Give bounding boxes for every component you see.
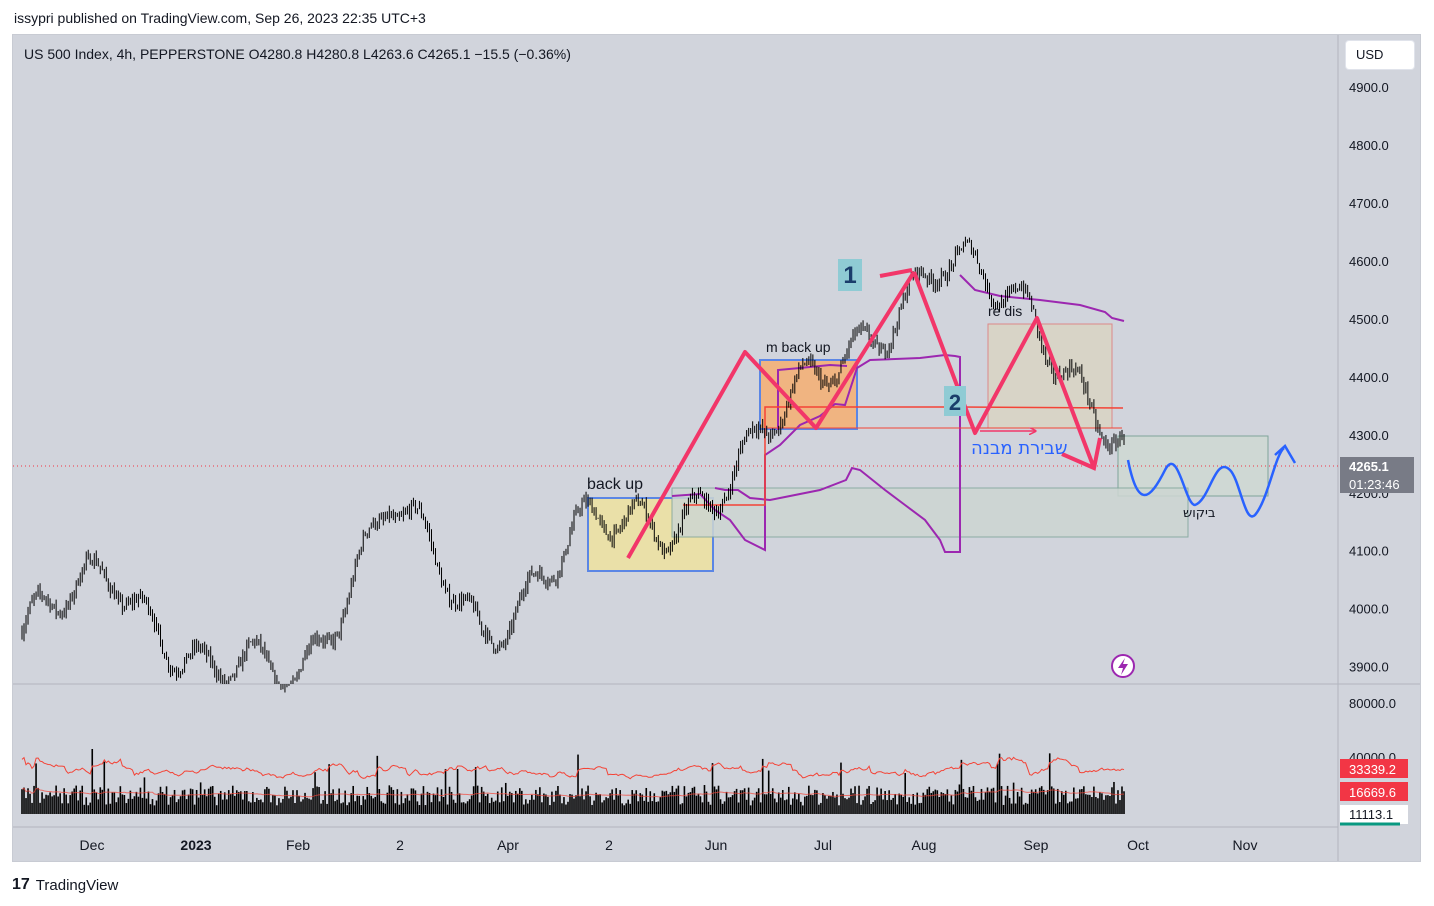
time-tick-label: Oct	[1127, 837, 1149, 853]
wave-1-box	[838, 259, 862, 291]
forecast-arrow-head	[1274, 444, 1297, 464]
structure-break-label: שבירת מבנה	[971, 438, 1068, 459]
back-up-label: back up	[587, 476, 643, 493]
upper-band-line	[959, 274, 1125, 322]
forecast-wave[interactable]	[1126, 447, 1285, 518]
time-tick-label: Dec	[80, 837, 105, 853]
volume-label-1: 33339.2	[1349, 762, 1396, 777]
volume-label-3: 11113.1	[1349, 807, 1393, 822]
time-tick-label: Feb	[286, 837, 310, 853]
time-tick-label: 2	[396, 837, 404, 853]
tradingview-logo-icon: 17	[12, 876, 30, 893]
m-back-up-label: m back up	[766, 339, 831, 355]
time-tick-label: Jul	[814, 837, 832, 853]
price-tick-label: 4900.0	[1349, 80, 1389, 95]
price-tick-label: 4700.0	[1349, 196, 1389, 211]
volume-ma-line	[21, 756, 1125, 780]
time-tick-label: 2	[605, 837, 613, 853]
volume-label-1-bg	[1340, 759, 1408, 778]
volume-ma-line-2	[21, 787, 1124, 798]
zigzag-wave-2[interactable]	[912, 271, 1096, 469]
time-tick-label: Nov	[1233, 837, 1258, 853]
price-tick-label: 4300.0	[1349, 428, 1389, 443]
price-tick-label: 4600.0	[1349, 254, 1389, 269]
zigzag-wave-1[interactable]	[626, 270, 916, 559]
tradingview-brand: TradingView	[35, 876, 119, 894]
re-dis-label: re dis	[988, 303, 1022, 319]
wave-2-box	[944, 386, 966, 416]
time-tick-label: Jun	[705, 837, 728, 853]
price-tick-label: 3900.0	[1349, 660, 1389, 675]
lightning-glyph	[1118, 658, 1128, 675]
volume-tick-top: 80000.0	[1349, 696, 1396, 711]
publisher-line: issypri published on TradingView.com, Se…	[14, 10, 426, 26]
time-tick-label: 2023	[180, 837, 211, 853]
wave-2-label: 2	[949, 390, 961, 415]
symbol-legend: US 500 Index, 4h, PEPPERSTONE O4280.8 H4…	[24, 46, 571, 62]
time-axis[interactable]: Dec 2023 Feb 2 Apr 2 Jun Jul Aug Sep Oct Nov	[80, 837, 1258, 853]
demand-zone[interactable]	[671, 487, 1189, 538]
volume-bars[interactable]	[21, 749, 1125, 814]
price-tick-label: 4400.0	[1349, 370, 1389, 385]
price-tick-label: 4000.0	[1349, 602, 1389, 617]
re-dis-zone[interactable]	[987, 323, 1113, 429]
wave-1-label: 1	[843, 262, 856, 289]
price-axis[interactable]: 4900.0 4800.0 4700.0 4600.0 4500.0 4400.0 4300…	[1349, 80, 1389, 674]
price-tick-label: 4100.0	[1349, 544, 1389, 559]
tradingview-logo[interactable]: 17 TradingView	[12, 876, 118, 894]
time-tick-label: Sep	[1024, 837, 1049, 853]
last-price-badge	[1340, 457, 1414, 493]
time-tick-label: Aug	[912, 837, 937, 853]
time-tick-label: Apr	[497, 837, 519, 853]
price-tick-label: 4800.0	[1349, 138, 1389, 153]
price-tick-label: 4500.0	[1349, 312, 1389, 327]
demand-label: ביקוש	[1183, 506, 1215, 521]
last-price-value: 4265.1	[1349, 459, 1389, 474]
volume-label-3-bg	[1340, 805, 1408, 824]
volume-label-2: 16669.6	[1349, 785, 1396, 800]
currency-button[interactable]: USD	[1345, 40, 1415, 70]
peak-arrow-head	[879, 268, 913, 278]
candlestick-series[interactable]	[21, 236, 1125, 693]
volume-label-2-bg	[1340, 782, 1408, 801]
down-arrow-head	[1061, 437, 1102, 471]
bar-countdown: 01:23:46	[1349, 477, 1400, 492]
